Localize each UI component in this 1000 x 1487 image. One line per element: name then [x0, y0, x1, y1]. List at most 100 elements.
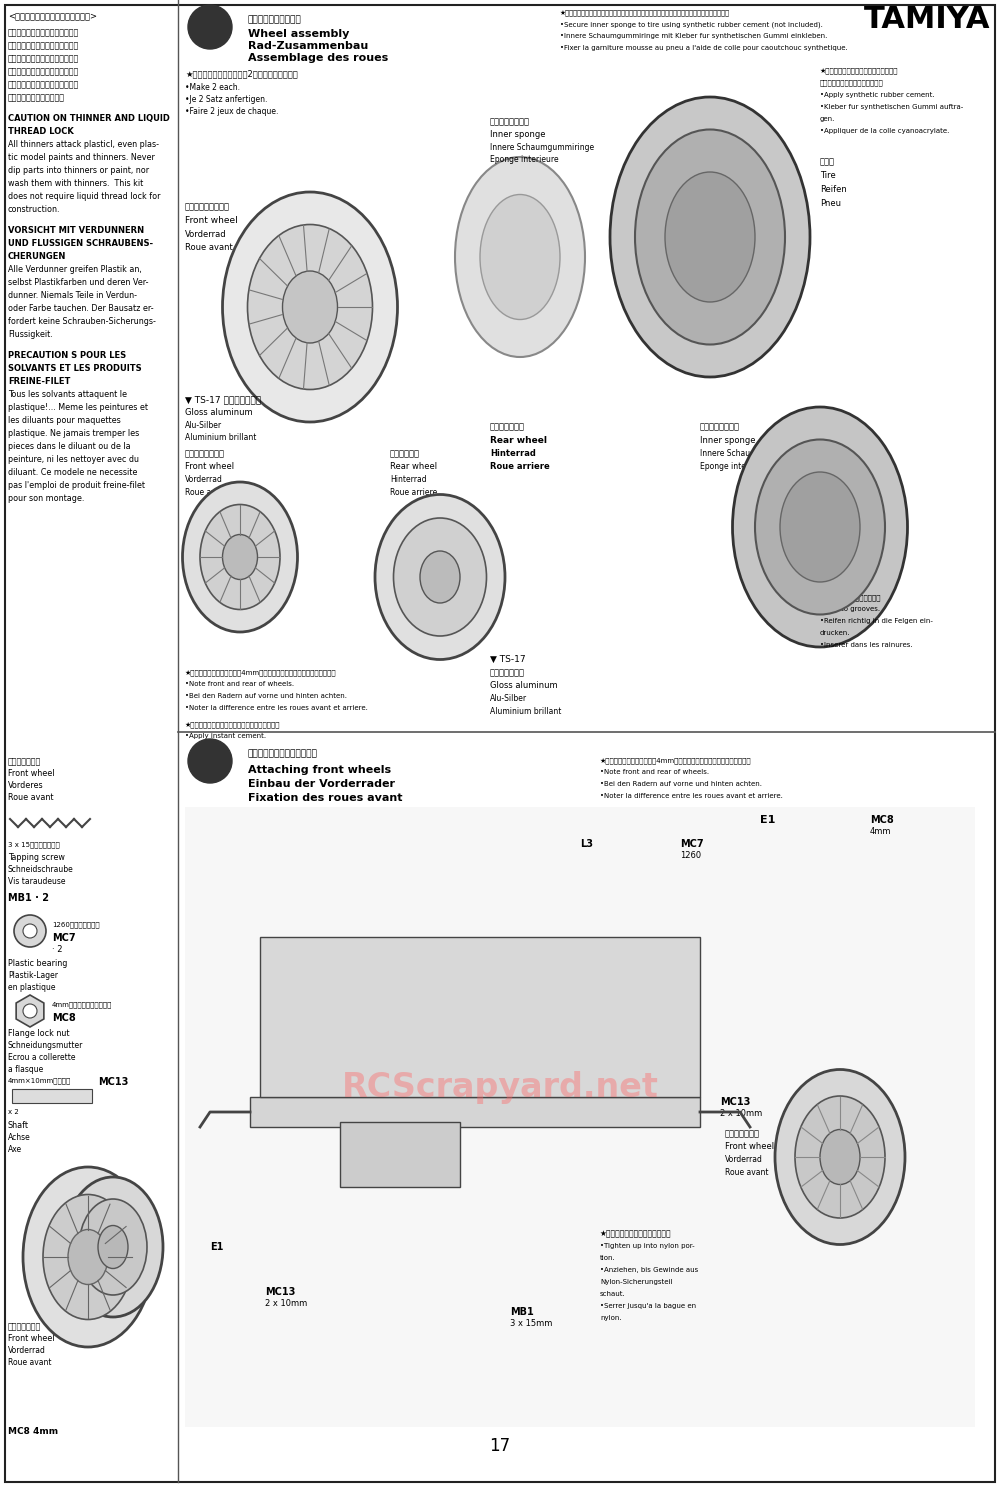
Text: Pneu: Pneu — [820, 199, 841, 208]
Text: Reifen: Reifen — [820, 184, 847, 193]
Text: Vorderrad: Vorderrad — [725, 1155, 763, 1164]
Text: ★ホイールのみぞにはめます。: ★ホイールのみぞにはめます。 — [820, 593, 882, 601]
Text: MC7: MC7 — [680, 839, 704, 849]
Text: pour son montage.: pour son montage. — [8, 494, 84, 503]
Text: MC8 4mm: MC8 4mm — [8, 1428, 58, 1436]
Text: fordert keine Schrauben-Sicherungs-: fordert keine Schrauben-Sicherungs- — [8, 317, 156, 326]
Text: Roue arriere: Roue arriere — [490, 462, 550, 471]
Text: Eponge interieure: Eponge interieure — [490, 155, 559, 164]
Text: •Tighten up into nylon por-: •Tighten up into nylon por- — [600, 1243, 695, 1249]
Text: •Inserer dans les rainures.: •Inserer dans les rainures. — [820, 642, 913, 648]
Text: Plastik-Lager: Plastik-Lager — [8, 971, 58, 980]
Text: wash them with thinners.  This kit: wash them with thinners. This kit — [8, 178, 143, 187]
Ellipse shape — [480, 195, 560, 320]
Text: 樹脂製パーツはプラスチックモデ: 樹脂製パーツはプラスチックモデ — [8, 28, 79, 37]
Text: 洗ったり、つけたり絶対にしない: 洗ったり、つけたり絶対にしない — [8, 67, 79, 76]
Ellipse shape — [775, 1069, 905, 1245]
Ellipse shape — [23, 1167, 153, 1347]
Text: Alu-Silber: Alu-Silber — [490, 694, 527, 703]
Text: oder Farbe tauchen. Der Bausatz er-: oder Farbe tauchen. Der Bausatz er- — [8, 303, 154, 312]
Text: •Secure inner sponge to tire using synthetic rubber cement (not included).: •Secure inner sponge to tire using synth… — [560, 21, 823, 27]
Ellipse shape — [43, 1194, 133, 1319]
Text: Alu-Silber: Alu-Silber — [185, 421, 222, 430]
Text: TAMIYA: TAMIYA — [864, 4, 990, 34]
Text: インナースポンジ: インナースポンジ — [490, 117, 530, 126]
Bar — [250, 1097, 700, 1127]
Text: PRECAUTION S POUR LES: PRECAUTION S POUR LES — [8, 351, 126, 360]
Ellipse shape — [755, 440, 885, 614]
Text: Schneidschraube: Schneidschraube — [8, 865, 74, 874]
Text: •Kleber fur synthetischen Gummi auftra-: •Kleber fur synthetischen Gummi auftra- — [820, 104, 963, 110]
Bar — [12, 1088, 92, 1103]
Text: ▼ TS-17 アルミシルバー: ▼ TS-17 アルミシルバー — [185, 396, 261, 404]
Text: Alle Verdunner greifen Plastik an,: Alle Verdunner greifen Plastik an, — [8, 265, 142, 274]
Text: drucken.: drucken. — [820, 630, 850, 636]
Text: MC13: MC13 — [720, 1097, 750, 1106]
Text: Vorderrad: Vorderrad — [8, 1346, 46, 1355]
Text: ★インナースポンジは合成ゴム系接着剤: ★インナースポンジは合成ゴム系接着剤 — [820, 67, 898, 74]
Text: Flussigkeit.: Flussigkeit. — [8, 330, 53, 339]
Text: のキットには使いません。: のキットには使いません。 — [8, 94, 65, 103]
Text: ▼ TS-17: ▼ TS-17 — [490, 654, 526, 665]
Text: 33: 33 — [199, 19, 221, 34]
Text: nylon.: nylon. — [600, 1315, 622, 1320]
Text: フロントタイヤ: フロントタイヤ — [725, 1129, 760, 1138]
Text: Plastic bearing: Plastic bearing — [8, 959, 67, 968]
Text: 34: 34 — [199, 754, 221, 769]
Circle shape — [14, 915, 46, 947]
Text: Roue avant: Roue avant — [8, 793, 54, 801]
Text: les diluants pour maquettes: les diluants pour maquettes — [8, 416, 121, 425]
Text: ル用塗料の溶剤でも侵される場合: ル用塗料の溶剤でも侵される場合 — [8, 42, 79, 51]
Text: Tous les solvants attaquent le: Tous les solvants attaquent le — [8, 390, 127, 399]
Text: MC13: MC13 — [555, 1047, 585, 1057]
Text: •Je 2 Satz anfertigen.: •Je 2 Satz anfertigen. — [185, 95, 267, 104]
Text: tion.: tion. — [600, 1255, 616, 1261]
Text: •Serrer jusqu'a la bague en: •Serrer jusqu'a la bague en — [600, 1303, 696, 1309]
Text: RCScrapyard.net: RCScrapyard.net — [342, 1071, 658, 1103]
Text: UND FLUSSIGEN SCHRAUBENS-: UND FLUSSIGEN SCHRAUBENS- — [8, 239, 153, 248]
Text: MC7: MC7 — [335, 958, 359, 967]
Text: •Note front and rear of wheels.: •Note front and rear of wheels. — [600, 769, 709, 775]
Ellipse shape — [200, 504, 280, 610]
Text: 4mm×10mmシャフト: 4mm×10mmシャフト — [8, 1077, 71, 1084]
Text: Roue avant: Roue avant — [8, 1358, 52, 1367]
Text: インナースポンジ: インナースポンジ — [700, 422, 740, 431]
Text: MC7: MC7 — [52, 932, 76, 943]
Text: MC13: MC13 — [265, 1288, 295, 1297]
Circle shape — [23, 1004, 37, 1019]
Ellipse shape — [222, 534, 258, 580]
Text: Aluminium brillant: Aluminium brillant — [490, 706, 561, 717]
Text: で下さい。またネジロック剤はこ: で下さい。またネジロック剤はこ — [8, 80, 79, 89]
Text: •Fit into grooves.: •Fit into grooves. — [820, 607, 880, 613]
Text: Innere Schaumgummiringe: Innere Schaumgummiringe — [490, 143, 594, 152]
Text: •Faire 2 jeux de chaque.: •Faire 2 jeux de chaque. — [185, 107, 278, 116]
Circle shape — [23, 923, 37, 938]
Text: Front wheel: Front wheel — [8, 769, 54, 778]
Text: 4mm: 4mm — [870, 827, 892, 836]
Text: <溶剤、ネジ止め剤についての注意>: <溶剤、ネジ止め剤についての注意> — [8, 12, 97, 21]
Text: ★インナースポンジはタイヤに接着（合成ゴム系接着剤使用）しての使用がより効果的です。: ★インナースポンジはタイヤに接着（合成ゴム系接着剤使用）しての使用がより効果的で… — [560, 9, 730, 16]
Text: Tire: Tire — [820, 171, 836, 180]
Polygon shape — [16, 995, 44, 1028]
Text: construction.: construction. — [8, 205, 60, 214]
Text: Axe: Axe — [8, 1145, 22, 1154]
Text: •Innere Schaumgummiringe mit Kleber fur synthetischen Gummi einkleben.: •Innere Schaumgummiringe mit Kleber fur … — [560, 33, 827, 39]
Text: （リヤタイヤ）: （リヤタイヤ） — [490, 422, 525, 431]
Text: Rear wheel: Rear wheel — [490, 436, 547, 445]
Text: Vorderrad: Vorderrad — [185, 474, 223, 483]
Bar — [185, 807, 975, 1428]
Text: ★フロント、リヤホイールは4mmロックナットで向きに注意して下さい。: ★フロント、リヤホイールは4mmロックナットで向きに注意して下さい。 — [185, 669, 337, 675]
Ellipse shape — [375, 495, 505, 660]
Text: 17: 17 — [489, 1436, 511, 1454]
Text: •Apply synthetic rubber cement.: •Apply synthetic rubber cement. — [820, 92, 935, 98]
Text: 2 x 10mm: 2 x 10mm — [265, 1300, 307, 1309]
Text: Roue arriere: Roue arriere — [390, 488, 437, 497]
Text: Innere Schaumgummiringe: Innere Schaumgummiringe — [700, 449, 804, 458]
Text: dip parts into thinners or paint, nor: dip parts into thinners or paint, nor — [8, 167, 149, 175]
Ellipse shape — [63, 1178, 163, 1317]
Text: •Bei den Radern auf vorne und hinten achten.: •Bei den Radern auf vorne und hinten ach… — [600, 781, 762, 787]
Text: 2 x 10mm: 2 x 10mm — [555, 1059, 597, 1068]
Text: All thinners attack plasticl, even plas-: All thinners attack plasticl, even plas- — [8, 140, 159, 149]
Text: pas l'emploi de produit freine-filet: pas l'emploi de produit freine-filet — [8, 480, 145, 491]
Text: 4mm: 4mm — [855, 1224, 876, 1233]
